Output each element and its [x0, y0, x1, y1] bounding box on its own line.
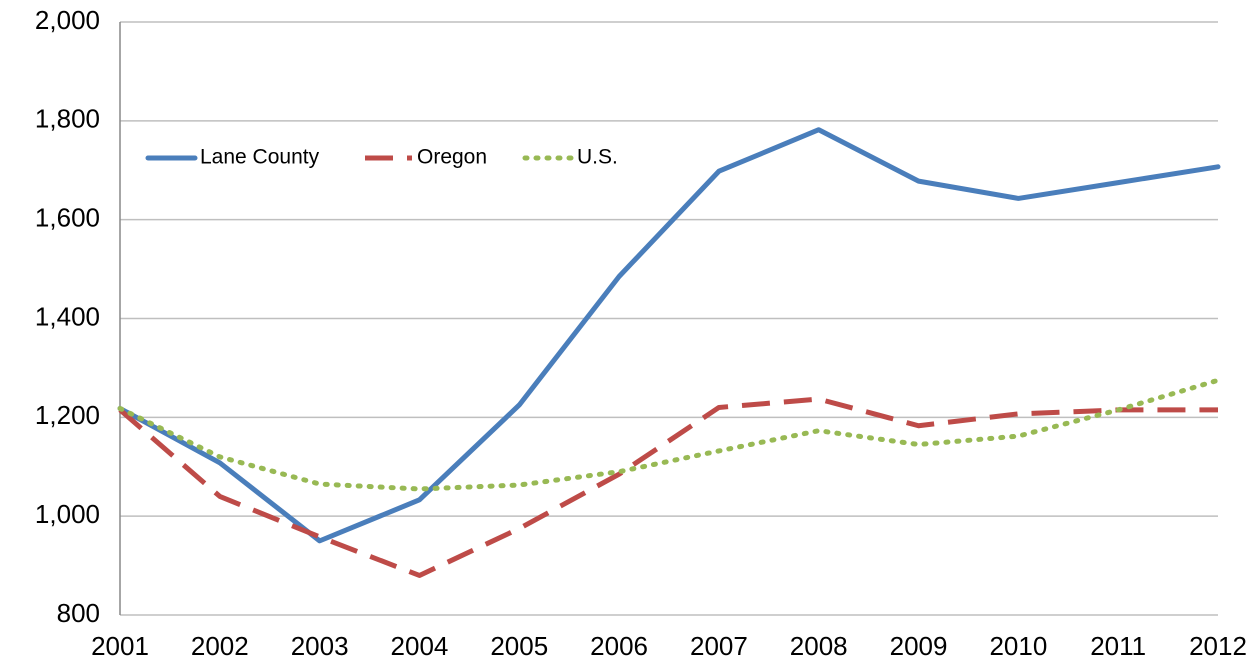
x-tick-label: 2011: [1090, 631, 1146, 661]
series-line: [117, 127, 1221, 544]
y-tick-label: 1,800: [35, 104, 100, 134]
x-tick-label: 2009: [890, 631, 948, 661]
x-tick-label: 2005: [490, 631, 548, 661]
x-tick-label: 2012: [1189, 631, 1247, 661]
x-tick-label: 2004: [391, 631, 449, 661]
y-tick-label: 2,000: [35, 5, 100, 35]
x-tick-label: 2007: [690, 631, 748, 661]
x-tick-label: 2003: [291, 631, 349, 661]
legend-label: Oregon: [417, 146, 487, 169]
x-tick-label: 2002: [191, 631, 249, 661]
legend: Lane County Oregon U.S.: [145, 146, 618, 169]
x-tick-label: 2008: [790, 631, 848, 661]
y-tick-label: 800: [57, 598, 100, 628]
x-tick-label: 2001: [91, 631, 149, 661]
y-tick-label: 1,400: [35, 301, 100, 331]
series-line: [117, 377, 1221, 492]
series-line: [118, 396, 1218, 578]
legend-label: U.S.: [577, 146, 618, 169]
x-tick-label: 2006: [590, 631, 648, 661]
y-tick-label: 1,200: [35, 400, 100, 430]
y-tick-label: 1,000: [35, 499, 100, 529]
legend-label: Lane County: [200, 146, 320, 169]
y-tick-label: 1,600: [35, 203, 100, 233]
x-tick-label: 2010: [989, 631, 1047, 661]
